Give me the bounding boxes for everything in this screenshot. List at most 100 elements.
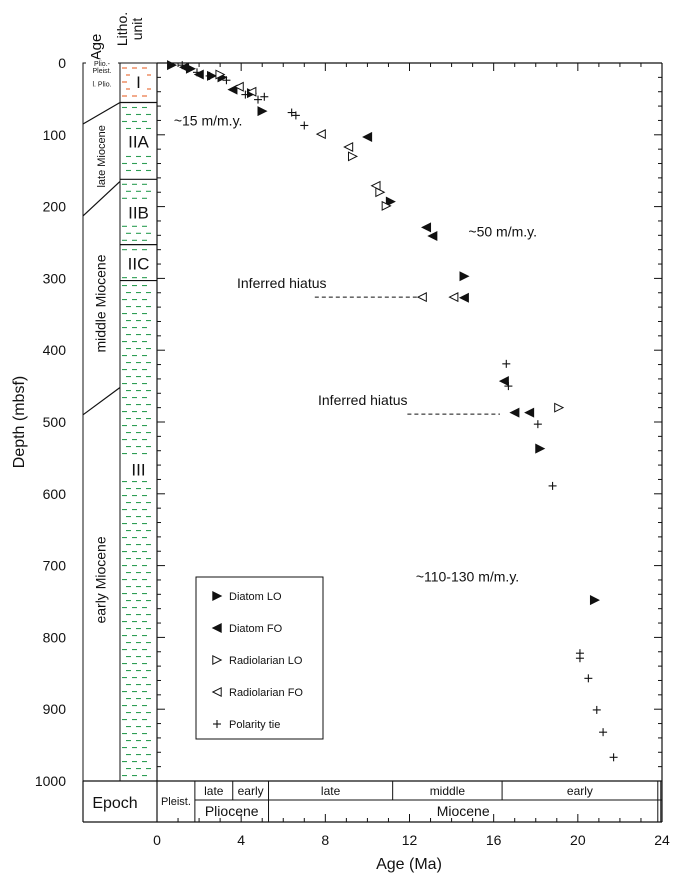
data-point — [584, 674, 593, 683]
x-tick-label: 8 — [321, 832, 329, 848]
legend-label: Diatom LO — [229, 591, 282, 603]
litho-label-bg — [121, 130, 156, 152]
data-point — [179, 62, 190, 73]
data-point — [300, 121, 309, 130]
litho-unit-label: IIB — [128, 204, 149, 223]
data-point — [548, 481, 557, 490]
y-tick-label: 400 — [43, 342, 67, 358]
data-point — [193, 69, 204, 80]
y-tick-label: 1000 — [35, 773, 66, 789]
subepoch-label: early — [567, 784, 593, 798]
hiatus-label: Inferred hiatus — [318, 392, 408, 408]
data-point — [315, 129, 326, 140]
legend-label: Radiolarian FO — [229, 687, 303, 699]
data-point — [260, 92, 269, 101]
data-point — [589, 595, 600, 606]
litho-unit-label: IIA — [128, 133, 149, 152]
data-point — [509, 407, 520, 418]
data-point — [385, 196, 396, 207]
x-axis-label: Age (Ma) — [376, 856, 442, 873]
rate-annotation: ~50 m/m.y. — [468, 224, 537, 240]
legend-label: Polarity tie — [229, 719, 280, 731]
data-point — [535, 443, 546, 454]
data-point — [504, 382, 513, 391]
data-point — [205, 71, 214, 80]
x-tick-label: 20 — [570, 832, 586, 848]
data-point — [427, 231, 438, 242]
subepoch-label: middle — [430, 784, 466, 798]
legend: Diatom LO Diatom FO Radiolarian LO Radiolar… — [195, 576, 324, 740]
legend-marker — [212, 654, 223, 666]
data-point — [362, 131, 373, 142]
age-boundary — [82, 181, 121, 217]
age-boundary — [82, 387, 121, 416]
x-tick-label: 0 — [153, 832, 161, 848]
series-polarity-tie — [178, 61, 618, 762]
series-diatom-lo — [167, 60, 600, 606]
data-point — [347, 151, 359, 162]
data-point — [233, 81, 244, 92]
age-label-bg — [86, 59, 118, 78]
age-column-title: Age — [88, 34, 105, 61]
age-label-plio-pleist: Plio.- — [94, 61, 111, 68]
data-point — [222, 76, 231, 85]
age-label-plio-pleist: Pleist. — [92, 68, 111, 75]
y-tick-label: 600 — [43, 486, 67, 502]
litho-label-bg — [130, 70, 147, 92]
litho-unit-label: I — [136, 73, 141, 92]
rate-annotation: ~15 m/m.y. — [174, 112, 243, 128]
data-point — [416, 292, 427, 303]
legend-marker — [211, 622, 222, 634]
data-point — [458, 292, 469, 303]
x-tick-label: 24 — [654, 832, 670, 848]
data-point — [599, 728, 608, 737]
subepoch-label: Pleist. — [161, 796, 191, 808]
age-boundary — [82, 101, 121, 125]
subepoch-label: early — [238, 784, 264, 798]
data-point — [524, 407, 535, 418]
litho-unit-label: IIC — [128, 255, 150, 274]
age-label-middle-miocene: middle Miocene — [93, 254, 109, 352]
data-point — [502, 359, 511, 368]
data-point — [178, 61, 187, 70]
data-point — [459, 271, 470, 282]
y-tick-label: 500 — [43, 414, 67, 430]
data-point — [257, 106, 268, 117]
series-diatom-fo — [179, 62, 535, 418]
data-point — [592, 705, 601, 714]
epoch-label: Miocene — [437, 803, 490, 819]
data-point — [498, 376, 509, 387]
litho-label-bg — [121, 201, 156, 223]
litho-unit-iia: IIA — [121, 106, 156, 172]
y-tick-label: 300 — [43, 270, 67, 286]
data-point — [246, 86, 257, 97]
x-tick-label: 12 — [402, 832, 418, 848]
legend-label: Radiolarian LO — [229, 655, 303, 667]
epoch-title: Epoch — [92, 795, 137, 812]
y-tick-label: 200 — [43, 199, 67, 215]
litho-unit-iib: IIB — [121, 183, 156, 241]
subepoch-label: late — [204, 784, 224, 798]
rate-annotation: ~110-130 m/m.y. — [416, 568, 519, 584]
data-point — [421, 222, 432, 233]
data-point — [554, 402, 565, 413]
x-tick-label: 4 — [237, 832, 245, 848]
epoch-label: Pliocene — [205, 803, 259, 819]
data-point — [167, 60, 178, 71]
litho-label-bg — [121, 458, 156, 480]
y-tick-label: 100 — [43, 127, 67, 143]
data-point — [575, 654, 584, 663]
data-point — [215, 69, 226, 80]
data-point — [254, 95, 262, 104]
y-tick-label: 800 — [43, 629, 67, 645]
y-tick-label: 900 — [43, 701, 67, 717]
litho-age-columns: Age Litho. unit I IIA IIB IIC III Plio.-Pleist. l… — [82, 12, 158, 782]
series-radiolarian-fo — [233, 81, 459, 303]
data-point — [370, 180, 381, 191]
data-point — [241, 90, 250, 99]
y-tick-label: 0 — [58, 55, 66, 71]
age-label-l-plio: l. Plio. — [92, 81, 111, 88]
legend-marker — [213, 720, 221, 728]
litho-column-title: Litho. — [114, 12, 130, 46]
